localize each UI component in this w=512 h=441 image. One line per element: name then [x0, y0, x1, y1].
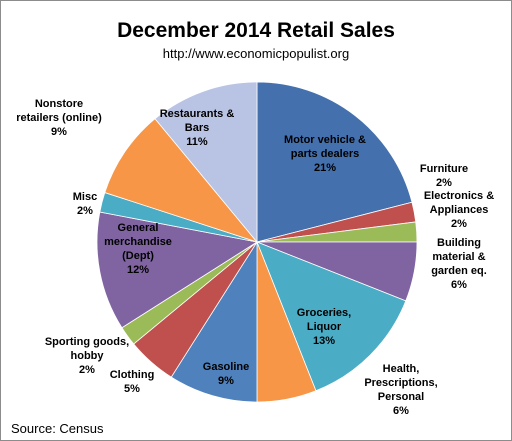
chart-title: December 2014 Retail Sales	[117, 19, 395, 42]
pie-slice-groceries-liquor	[256, 241, 407, 392]
slice-label-nonstore-retailers-online: Nonstore retailers (online) 9%	[16, 98, 102, 138]
source-note: Source: Census	[11, 421, 104, 436]
slice-label-building-material-garden-eq: Building material & garden eq. 6%	[431, 237, 487, 291]
pie-labels: Motor vehicle & parts dealers 21% Furniture…	[16, 98, 494, 417]
slice-label-clothing: Clothing 5%	[110, 369, 155, 395]
slice-label-motor-vehicle-parts-dealers: Motor vehicle & parts dealers 21%	[284, 134, 366, 174]
slice-label-general-merchandise-dept: General merchandise (Dept) 12%	[104, 222, 172, 276]
slice-label-health-prescriptions-personal: Health, Prescriptions, Personal 6%	[364, 363, 437, 417]
slice-label-furniture: Furniture 2%	[420, 163, 468, 189]
pie-slice-restaurants-bars	[154, 81, 258, 244]
pie-slice-gasoline	[170, 240, 258, 403]
slice-label-gasoline: Gasoline 9%	[203, 361, 249, 387]
slice-label-misc: Misc 2%	[73, 191, 97, 217]
pie-slice-motor-vehicle-parts-dealers	[256, 81, 413, 243]
slice-label-electronics-appliances: Electronics & Appliances 2%	[424, 190, 494, 230]
pie-slice-nonstore-retailers-online	[104, 118, 259, 243]
pie-slices	[96, 81, 418, 403]
pie-slice-general-merchandise-dept	[96, 211, 259, 329]
chart-subtitle: http://www.economicpopulist.org	[163, 46, 349, 61]
slice-label-groceries-liquor: Groceries, Liquor 13%	[297, 307, 351, 347]
slice-label-restaurants-bars: Restaurants & Bars 11%	[160, 108, 235, 148]
slice-label-sporting-goods-hobby: Sporting goods, hobby 2%	[45, 336, 129, 376]
